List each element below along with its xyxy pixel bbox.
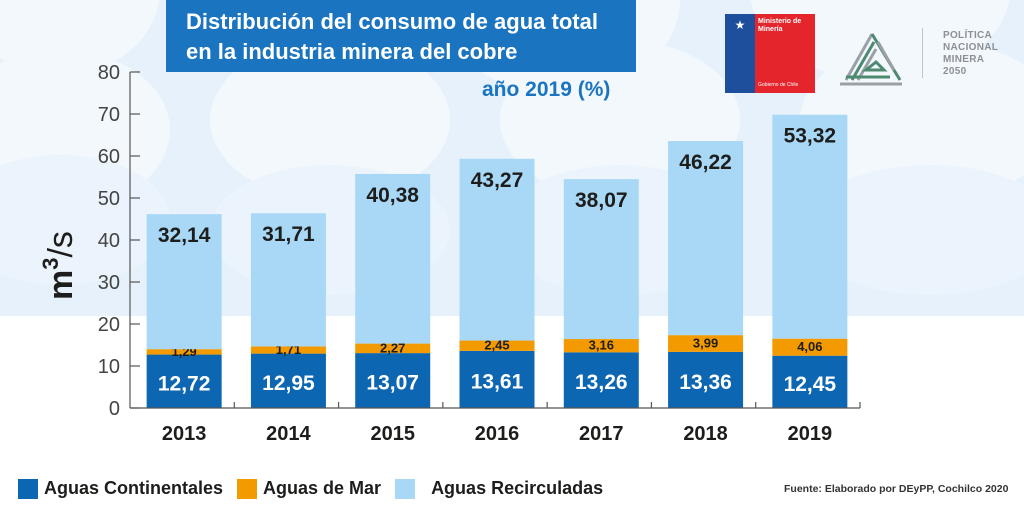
gobierno-label: Gobierno de Chile	[758, 82, 799, 88]
pnm-line3: MINERA	[943, 54, 985, 65]
legend-swatch-recirculadas	[395, 478, 416, 499]
data-label: 12,72	[158, 372, 211, 395]
chart-title-line2: en la industria minera del cobre	[186, 39, 518, 64]
ministerio-line1: Ministerio de	[758, 18, 802, 25]
politica-nacional-triangle-icon	[840, 33, 902, 86]
bar-segment-aguas-continentales	[459, 350, 535, 408]
data-label: 31,71	[262, 223, 315, 246]
ministerio-mineria-logo: ★ Ministerio de Minería Gobierno de Chil…	[725, 14, 815, 93]
bar-segment-aguas-continentales	[250, 353, 326, 408]
x-tick-label: 2013	[162, 423, 207, 445]
bar-segment-aguas-recirculadas	[355, 173, 431, 344]
bar-segment-aguas-continentales	[563, 352, 639, 408]
bar-segment-aguas-recirculadas	[250, 213, 326, 347]
y-axis: 0 10 20 30 40 50 60 70 80	[98, 62, 140, 420]
y-tick-label: 70	[98, 104, 120, 126]
bar-segment-aguas-de-mar	[355, 343, 431, 354]
y-tick-label: 10	[98, 356, 120, 378]
bar-segment-aguas-recirculadas	[772, 114, 848, 339]
legend-label-recirculadas: Aguas Recirculadas	[431, 478, 604, 498]
data-label: 3,99	[693, 336, 718, 351]
coat-of-arms-icon: ★	[725, 14, 755, 93]
y-axis-label-base: m	[42, 270, 80, 300]
bars-group: 12,721,2932,1412,951,7131,7113,072,2740,…	[146, 114, 848, 408]
x-tick-label: 2019	[788, 423, 833, 445]
pnm-line1: POLÍTICA	[943, 30, 993, 41]
bar-segment-aguas-continentales	[355, 353, 431, 408]
logo-divider	[922, 28, 923, 78]
data-label: 13,07	[366, 372, 419, 395]
bar-segment-aguas-de-mar	[146, 349, 222, 355]
legend-swatch-mar	[237, 478, 258, 499]
x-axis: 2013 2014 2015 2016 2017 2018 2019	[130, 402, 861, 445]
y-tick-label: 20	[98, 314, 120, 336]
y-tick-label: 60	[98, 146, 120, 168]
chart-subtitle: año 2019 (%)	[482, 78, 611, 101]
legend-item-continentales: Aguas Continentales	[18, 478, 223, 499]
y-axis-label-superscript: 3	[38, 258, 63, 270]
legend-item-mar: Aguas de Mar	[237, 478, 381, 499]
bar-segment-aguas-recirculadas	[563, 179, 639, 340]
chart-title-line1: Distribución del consumo de agua total	[186, 9, 598, 34]
bar-segment-aguas-continentales	[772, 355, 848, 408]
chart-legend: Aguas Continentales Aguas de Mar Aguas R…	[18, 478, 617, 499]
ministerio-line2: Minería	[758, 26, 783, 33]
legend-item-recirculadas: Aguas Recirculadas	[395, 478, 603, 499]
bar-segment-aguas-de-mar	[459, 340, 535, 351]
x-tick-label: 2018	[683, 423, 728, 445]
data-label: 4,06	[797, 339, 822, 354]
data-label: 43,27	[471, 169, 524, 192]
data-label: 32,14	[158, 224, 211, 247]
bar-segment-aguas-de-mar	[668, 335, 744, 352]
ministerio-logo-text: Ministerio de Minería Gobierno de Chile	[755, 14, 815, 93]
politica-nacional-minera-logo-text: POLÍTICA NACIONAL MINERA 2050	[943, 30, 998, 78]
bar-segment-aguas-continentales	[146, 354, 222, 408]
bar-segment-aguas-recirculadas	[459, 158, 535, 341]
y-tick-label: 80	[98, 62, 120, 84]
pnm-line2: NACIONAL	[943, 42, 999, 53]
y-tick-label: 0	[109, 398, 120, 420]
x-tick-label: 2017	[579, 423, 624, 445]
y-tick-label: 30	[98, 272, 120, 294]
data-label: 53,32	[784, 125, 837, 148]
bar-segment-aguas-de-mar	[772, 338, 848, 356]
legend-label-continentales: Aguas Continentales	[44, 478, 224, 498]
bar-segment-aguas-recirculadas	[668, 141, 744, 336]
data-label: 2,45	[484, 338, 509, 353]
data-label: 12,45	[784, 373, 837, 396]
data-label: 13,61	[471, 370, 524, 393]
y-tick-label: 40	[98, 230, 120, 252]
data-label: 13,26	[575, 371, 628, 394]
x-tick-label: 2016	[475, 423, 520, 445]
source-note: Fuente: Elaborado por DEyPP, Cochilco 20…	[784, 483, 1009, 495]
bar-segment-aguas-de-mar	[563, 339, 639, 353]
data-label: 38,07	[575, 189, 628, 212]
y-axis-label: m3/s	[38, 231, 80, 300]
y-axis-label-tail: /s	[42, 231, 80, 257]
bar-segment-aguas-continentales	[668, 351, 744, 408]
chart-title-banner: Distribución del consumo de agua total e…	[166, 0, 636, 72]
data-label: 46,22	[679, 151, 732, 174]
data-label: 40,38	[366, 184, 419, 207]
x-tick-label: 2014	[266, 423, 311, 445]
legend-swatch-continentales	[18, 478, 38, 499]
y-tick-label: 50	[98, 188, 120, 210]
legend-label-mar: Aguas de Mar	[263, 478, 382, 498]
x-tick-label: 2015	[370, 423, 415, 445]
bar-segment-aguas-de-mar	[250, 346, 326, 354]
data-label: 3,16	[589, 338, 614, 353]
data-label: 2,27	[380, 340, 405, 355]
data-label: 13,36	[679, 371, 732, 394]
pnm-line4: 2050	[943, 66, 967, 77]
bar-segment-aguas-recirculadas	[146, 214, 222, 350]
data-label: 12,95	[262, 372, 315, 395]
